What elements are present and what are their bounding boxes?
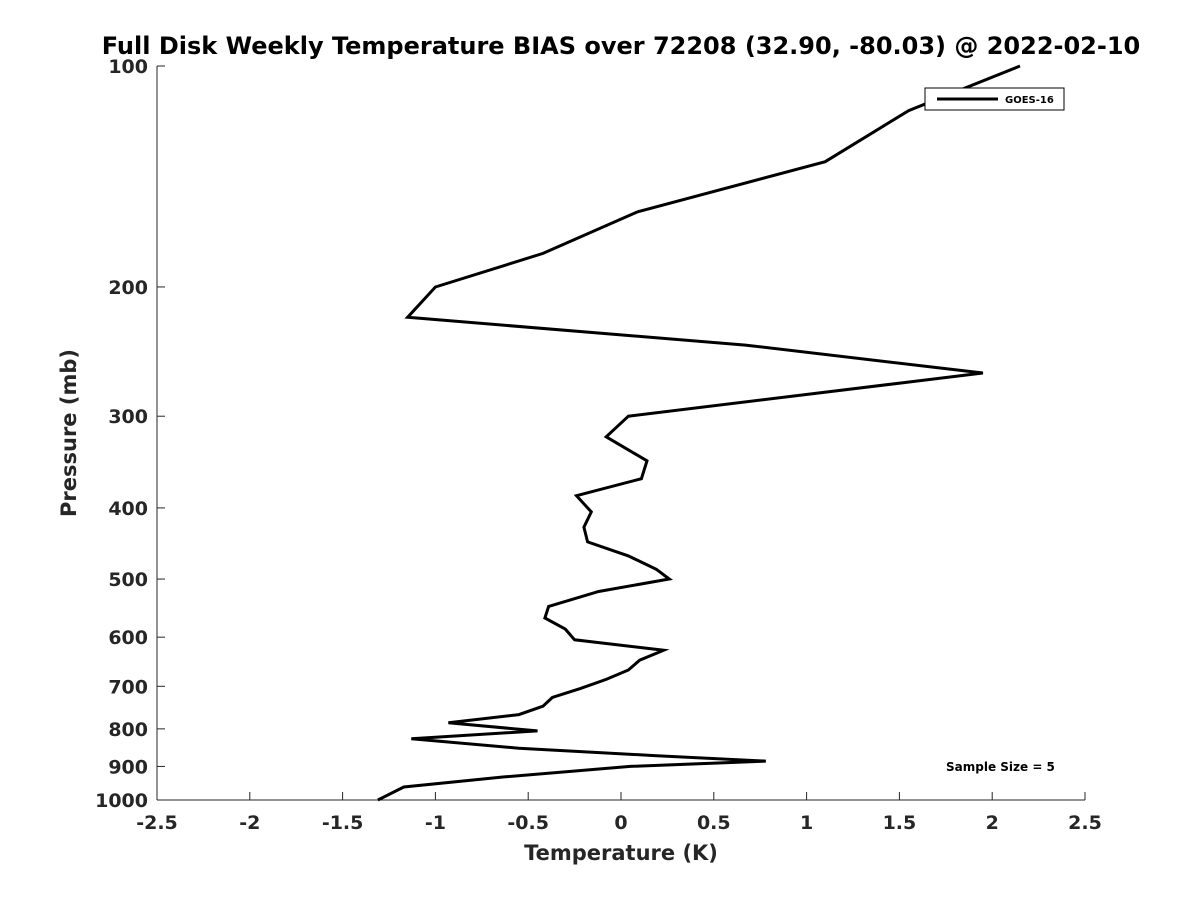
x-tick-label: 2.5 — [1068, 812, 1102, 834]
x-tick-label: 0.5 — [697, 812, 731, 834]
series-line-goes-16 — [377, 64, 1021, 802]
legend: GOES-16 — [924, 87, 1065, 111]
y-axis-label: Pressure (mb) — [57, 349, 81, 517]
x-tick-label: 1 — [800, 812, 813, 834]
y-tick-label: 700 — [108, 676, 148, 698]
chart-title: Full Disk Weekly Temperature BIAS over 7… — [102, 32, 1141, 60]
y-tick-label: 100 — [108, 56, 148, 78]
x-tick-label: -2.5 — [136, 812, 178, 834]
x-tick-label: 2 — [986, 812, 999, 834]
x-tick-label: -0.5 — [507, 812, 549, 834]
y-tick-label: 500 — [108, 569, 148, 591]
y-tick-label: 900 — [108, 756, 148, 778]
x-tick-label: 0 — [614, 812, 627, 834]
legend-label-goes-16: GOES-16 — [1005, 95, 1054, 106]
x-tick-label: -1.5 — [322, 812, 364, 834]
y-tick-label: 600 — [108, 627, 148, 649]
y-tick-label: 200 — [108, 277, 148, 299]
y-tick-label: 800 — [108, 719, 148, 741]
y-tick-label: 300 — [108, 406, 148, 428]
plot-area: -2.5 -2 -1.5 -1 -0.5 0 0.5 1 1.5 2 2.5 100 200 300 40… — [95, 56, 1102, 834]
x-tick-label: 1.5 — [883, 812, 917, 834]
x-tick-label: -1 — [425, 812, 446, 834]
x-axis-label: Temperature (K) — [524, 841, 718, 865]
y-tick-group: 100 200 300 400 500 600 700 800 900 1000 — [95, 56, 165, 812]
y-tick-label: 1000 — [95, 790, 148, 812]
x-tick-label: -2 — [239, 812, 260, 834]
sample-size-annotation: Sample Size = 5 — [946, 760, 1055, 774]
series-layer — [377, 64, 1021, 802]
x-tick-group: -2.5 -2 -1.5 -1 -0.5 0 0.5 1 1.5 2 2.5 — [136, 792, 1102, 834]
y-tick-label: 400 — [108, 498, 148, 520]
